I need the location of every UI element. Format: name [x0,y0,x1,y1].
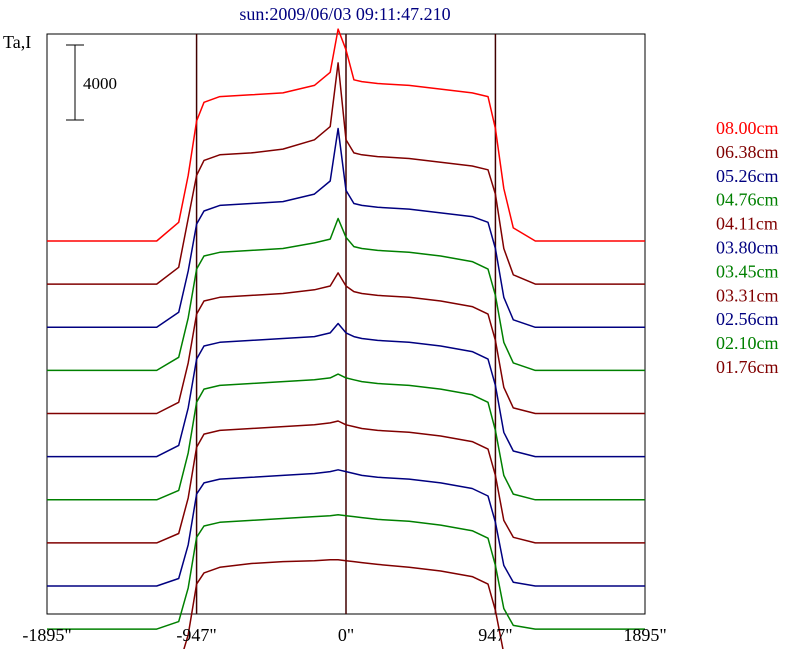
series-line-08.00cm [47,28,645,242]
legend-entry-08.00cm: 08.00cm [716,118,779,138]
x-tick-label-4: 1895" [623,625,666,645]
series-line-03.45cm [47,373,645,501]
y-axis-label: Ta,I [3,32,31,52]
x-tick-label-3: 947" [478,625,512,645]
x-tick-label-1: -947" [176,625,216,645]
series-line-04.11cm [47,272,645,415]
x-axis-ticks: -1895" -947" 0" 947" 1895" [22,625,666,645]
series-line-01.76cm [183,559,504,649]
series-line-04.76cm [47,217,645,372]
legend-entry-06.38cm: 06.38cm [716,142,779,162]
series-group [47,28,645,649]
legend: 08.00cm 06.38cm 05.26cm 04.76cm 04.11cm 03.80… [716,118,779,377]
legend-entry-04.11cm: 04.11cm [716,214,778,234]
scale-bar-label: 4000 [83,74,117,93]
legend-entry-02.56cm: 02.56cm [716,309,779,329]
scale-bar: 4000 [66,44,117,121]
series-line-03.31cm [47,420,645,544]
series-line-03.80cm [47,322,645,458]
legend-entry-03.45cm: 03.45cm [716,261,779,281]
series-line-06.38cm [47,62,645,285]
legend-entry-03.31cm: 03.31cm [716,285,779,305]
legend-entry-04.76cm: 04.76cm [716,190,779,210]
x-tick-label-0: -1895" [22,625,71,645]
legend-entry-05.26cm: 05.26cm [716,166,779,186]
series-line-02.10cm [47,514,645,630]
legend-entry-03.80cm: 03.80cm [716,238,779,258]
x-tick-label-2: 0" [338,625,354,645]
series-line-02.56cm [47,469,645,587]
legend-entry-02.10cm: 02.10cm [716,333,779,353]
series-line-05.26cm [47,127,645,329]
chart-title: sun:2009/06/03 09:11:47.210 [239,4,450,24]
legend-entry-01.76cm: 01.76cm [716,357,779,377]
